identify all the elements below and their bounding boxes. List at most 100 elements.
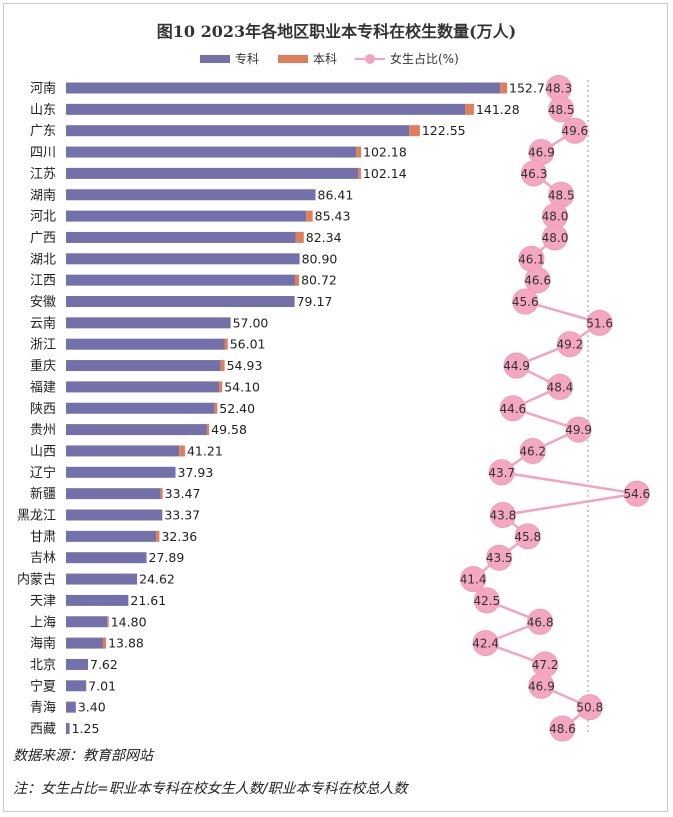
category-label: 湖北 [30, 252, 56, 267]
female-ratio-point [565, 416, 592, 443]
bar-vocational [66, 125, 410, 137]
category-label: 吉林 [30, 551, 56, 566]
bar-undergraduate [294, 274, 300, 286]
bar-vocational [66, 488, 161, 500]
category-label: 西藏 [30, 722, 56, 737]
total-label: 14.80 [111, 614, 147, 629]
female-ratio-label: 50.8 [576, 701, 603, 715]
female-ratio-point [548, 96, 575, 123]
category-label: 上海 [30, 615, 56, 630]
bar-undergraduate [409, 125, 420, 137]
bar-undergraduate [219, 381, 223, 393]
female-ratio-point [473, 587, 500, 614]
bar-undergraduate [465, 103, 474, 115]
bar-vocational [66, 445, 180, 457]
bar-vocational [66, 701, 76, 713]
bar-undergraduate [306, 210, 313, 222]
female-ratio-label: 49.2 [557, 338, 584, 352]
total-label: 13.88 [108, 636, 144, 651]
category-label: 宁夏 [30, 678, 56, 694]
total-label: 33.47 [165, 486, 201, 501]
bar-vocational [66, 231, 296, 243]
female-ratio-point [561, 117, 588, 144]
bar-undergraduate [224, 338, 228, 350]
female-ratio-point [549, 715, 576, 742]
female-ratio-point [556, 331, 583, 358]
female-ratio-label: 42.5 [473, 594, 500, 608]
female-ratio-label: 54.6 [623, 487, 650, 501]
total-label: 102.14 [363, 166, 407, 181]
female-ratio-label: 49.9 [565, 423, 592, 437]
category-label: 北京 [30, 658, 56, 673]
chart-title: 图10 2023年各地区职业本专科在校生数量(万人) [156, 22, 517, 41]
female-ratio-point [486, 544, 513, 571]
category-label: 湖南 [30, 187, 56, 203]
female-ratio-label: 42.4 [472, 637, 499, 651]
legend-label-undergraduate: 本科 [313, 52, 338, 66]
female-ratio-label: 46.2 [519, 444, 546, 458]
category-label: 云南 [30, 315, 56, 331]
total-label: 7.62 [90, 657, 118, 672]
total-label: 54.93 [227, 358, 263, 373]
legend-label-female-ratio: 女生占比(%) [390, 52, 459, 66]
total-label: 24.62 [139, 572, 175, 587]
category-label: 福建 [30, 380, 56, 395]
female-ratio-label: 48.0 [542, 210, 569, 224]
bar-vocational [66, 167, 359, 179]
female-ratio-label: 49.6 [561, 124, 588, 138]
bar-undergraduate [356, 146, 362, 158]
female-ratio-point [460, 566, 487, 593]
female-ratio-point [520, 160, 547, 187]
category-label: 黑龙江 [17, 509, 56, 524]
female-ratio-label: 48.6 [549, 722, 576, 736]
legend-item-female-ratio: 女生占比(%) [355, 50, 459, 67]
female-ratio-label: 48.3 [545, 82, 572, 96]
category-label: 海南 [30, 636, 56, 652]
female-ratio-point [514, 523, 541, 550]
total-label: 32.36 [161, 529, 197, 544]
category-label: 江西 [30, 274, 56, 289]
female-ratio-label: 45.8 [514, 530, 541, 544]
female-ratio-label: 43.7 [488, 466, 515, 480]
total-label: 56.01 [230, 337, 266, 352]
category-label: 四川 [30, 146, 56, 161]
bar-vocational [66, 466, 176, 478]
bar-vocational [66, 680, 87, 692]
category-label: 贵州 [30, 423, 56, 438]
category-label: 内蒙古 [17, 572, 56, 588]
category-label: 广西 [30, 231, 56, 246]
legend-swatch-female-ratio [355, 53, 385, 64]
category-label: 甘肃 [30, 530, 56, 545]
total-label: 141.28 [476, 102, 520, 117]
bar-vocational [66, 381, 220, 393]
female-ratio-point [503, 352, 530, 379]
bar-vocational [66, 317, 231, 329]
female-ratio-label: 44.9 [503, 359, 530, 373]
total-label: 82.34 [306, 230, 342, 245]
total-label: 1.25 [72, 721, 100, 736]
bar-vocational [66, 509, 163, 521]
category-label: 河南 [30, 81, 56, 97]
bar-vocational [66, 402, 215, 414]
female-ratio-label: 51.6 [586, 316, 613, 330]
bar-vocational [66, 637, 103, 649]
bar-undergraduate [206, 424, 210, 436]
female-ratio-point [528, 672, 555, 699]
female-ratio-point [499, 395, 526, 422]
bar-undergraduate [358, 167, 361, 179]
bar-vocational [66, 530, 157, 542]
category-label: 新疆 [30, 486, 56, 502]
female-ratio-label: 43.8 [490, 509, 517, 523]
bar-undergraduate [214, 402, 218, 414]
bar-vocational [66, 658, 89, 670]
total-label: 49.58 [211, 422, 247, 437]
bar-vocational [66, 723, 70, 734]
category-label: 浙江 [30, 338, 56, 353]
total-label: 152.74 [509, 81, 553, 96]
total-label: 21.61 [130, 593, 166, 608]
female-ratio-label: 48.4 [547, 380, 574, 394]
data-source-note: 数据来源：教育部网站 [13, 748, 153, 764]
category-label: 重庆 [30, 358, 56, 374]
category-label: 江苏 [30, 166, 56, 182]
female-ratio-point [488, 459, 515, 486]
